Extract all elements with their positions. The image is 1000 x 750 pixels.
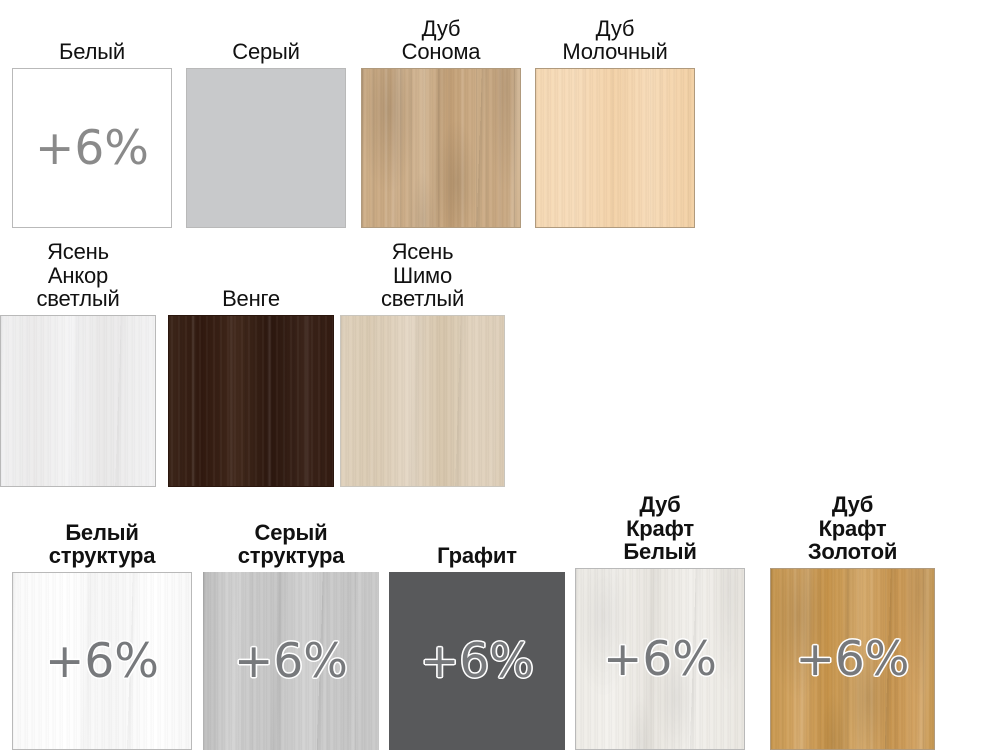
swatch-label-belyy: Белый <box>59 39 125 65</box>
swatch-tile-dub-molochnyy[interactable] <box>535 68 695 228</box>
surcharge-badge-grafit: +6% <box>420 633 534 689</box>
swatch-label-yasen-shimo-svetlyy: Ясень Шимо светлый <box>380 238 465 312</box>
texture-grain-wide <box>576 569 744 749</box>
swatch-label-seryy-struktura: Серый структура <box>237 519 345 569</box>
texture-grain-wide <box>13 573 191 749</box>
texture-grain-wide <box>771 569 934 749</box>
swatch-cell-seryy[interactable]: Серый <box>186 40 346 228</box>
texture-knots <box>362 69 520 227</box>
swatch-cell-belyy-struktura[interactable]: Белый структура +6% <box>12 520 192 750</box>
texture-grain-wide <box>203 572 379 750</box>
surcharge-badge-dub-kraft-zolotoy: +6% <box>795 631 910 687</box>
swatch-cell-dub-molochnyy[interactable]: Дуб Молочный <box>535 16 695 228</box>
texture-structure-white <box>13 573 191 749</box>
texture-grain-wide <box>362 69 520 227</box>
texture-grain-wide <box>1 316 155 486</box>
swatch-label-belyy-struktura: Белый структура <box>48 519 156 569</box>
texture-grain-mid <box>203 572 379 750</box>
texture-grain-wide <box>341 316 504 486</box>
swatch-cell-dub-kraft-zolotoy[interactable]: Дуб Крафт Золотой +6% <box>770 492 935 750</box>
swatch-tile-yasen-shimo-svetlyy[interactable] <box>340 315 505 487</box>
swatch-tile-venge[interactable] <box>168 315 334 487</box>
swatch-label-seryy: Серый <box>232 39 300 65</box>
surcharge-badge-belyy: +6% <box>35 120 149 176</box>
texture-grain-mid <box>536 69 694 227</box>
swatch-tile-yasen-ankor-svetlyy[interactable] <box>0 315 156 487</box>
swatch-tile-grafit[interactable]: +6% <box>389 572 565 750</box>
swatch-cell-dub-sonoma[interactable]: Дуб Сонома <box>361 16 521 228</box>
texture-knots <box>771 569 934 749</box>
swatch-label-dub-kraft-zolotoy: Дуб Крафт Золотой <box>807 491 898 565</box>
swatch-label-grafit: Графит <box>437 543 517 569</box>
swatch-tile-seryy[interactable] <box>186 68 346 228</box>
swatch-tile-belyy-struktura[interactable]: +6% <box>12 572 192 750</box>
swatch-cell-belyy[interactable]: Белый +6% <box>12 40 172 228</box>
swatch-cell-yasen-shimo-svetlyy[interactable]: Ясень Шимо светлый <box>340 239 505 487</box>
swatch-cell-seryy-struktura[interactable]: Серый структура +6% <box>203 520 379 750</box>
texture-grain-fine <box>576 569 744 749</box>
swatch-tile-seryy-struktura[interactable]: +6% <box>203 572 379 750</box>
texture-grain-fine <box>169 316 333 486</box>
texture-knots <box>576 569 744 749</box>
swatch-cell-venge[interactable]: Венге <box>168 287 334 487</box>
texture-grain-mid <box>771 569 934 749</box>
texture-wood-kraft-gold <box>771 569 934 749</box>
texture-wood-milky <box>536 69 694 227</box>
swatch-label-dub-kraft-belyy: Дуб Крафт Белый <box>623 491 697 565</box>
surcharge-badge-dub-kraft-belyy: +6% <box>603 631 717 687</box>
surcharge-badge-belyy-struktura: +6% <box>45 633 159 689</box>
swatch-label-yasen-ankor-svetlyy: Ясень Анкор светлый <box>36 238 120 312</box>
texture-grain-fine <box>771 569 934 749</box>
texture-wood-shimo <box>341 316 504 486</box>
texture-wood-wenge <box>169 316 333 486</box>
texture-grain-fine <box>362 69 520 227</box>
swatch-tile-dub-kraft-zolotoy[interactable]: +6% <box>770 568 935 750</box>
texture-grain-fine <box>203 572 379 750</box>
swatch-cell-dub-kraft-belyy[interactable]: Дуб Крафт Белый +6% <box>575 492 745 750</box>
texture-grain-mid <box>169 316 333 486</box>
texture-grain-fine <box>1 316 155 486</box>
swatch-tile-belyy[interactable]: +6% <box>12 68 172 228</box>
swatch-label-dub-molochnyy: Дуб Молочный <box>562 15 668 65</box>
texture-wood-ankor <box>1 316 155 486</box>
swatch-label-dub-sonoma: Дуб Сонома <box>401 15 481 65</box>
texture-grain-fine <box>341 316 504 486</box>
texture-wood-sonoma <box>362 69 520 227</box>
texture-grain-fine <box>536 69 694 227</box>
texture-grain-mid <box>362 69 520 227</box>
swatch-tile-dub-kraft-belyy[interactable]: +6% <box>575 568 745 750</box>
swatch-cell-grafit[interactable]: Графит +6% <box>389 544 565 750</box>
texture-wood-kraft-white <box>576 569 744 749</box>
surcharge-badge-seryy-struktura: +6% <box>234 633 348 689</box>
texture-grain-fine <box>13 573 191 749</box>
texture-structure-grey <box>203 572 379 750</box>
swatch-cell-yasen-ankor-svetlyy[interactable]: Ясень Анкор светлый <box>0 239 156 487</box>
swatch-label-venge: Венге <box>222 286 280 312</box>
swatch-tile-dub-sonoma[interactable] <box>361 68 521 228</box>
